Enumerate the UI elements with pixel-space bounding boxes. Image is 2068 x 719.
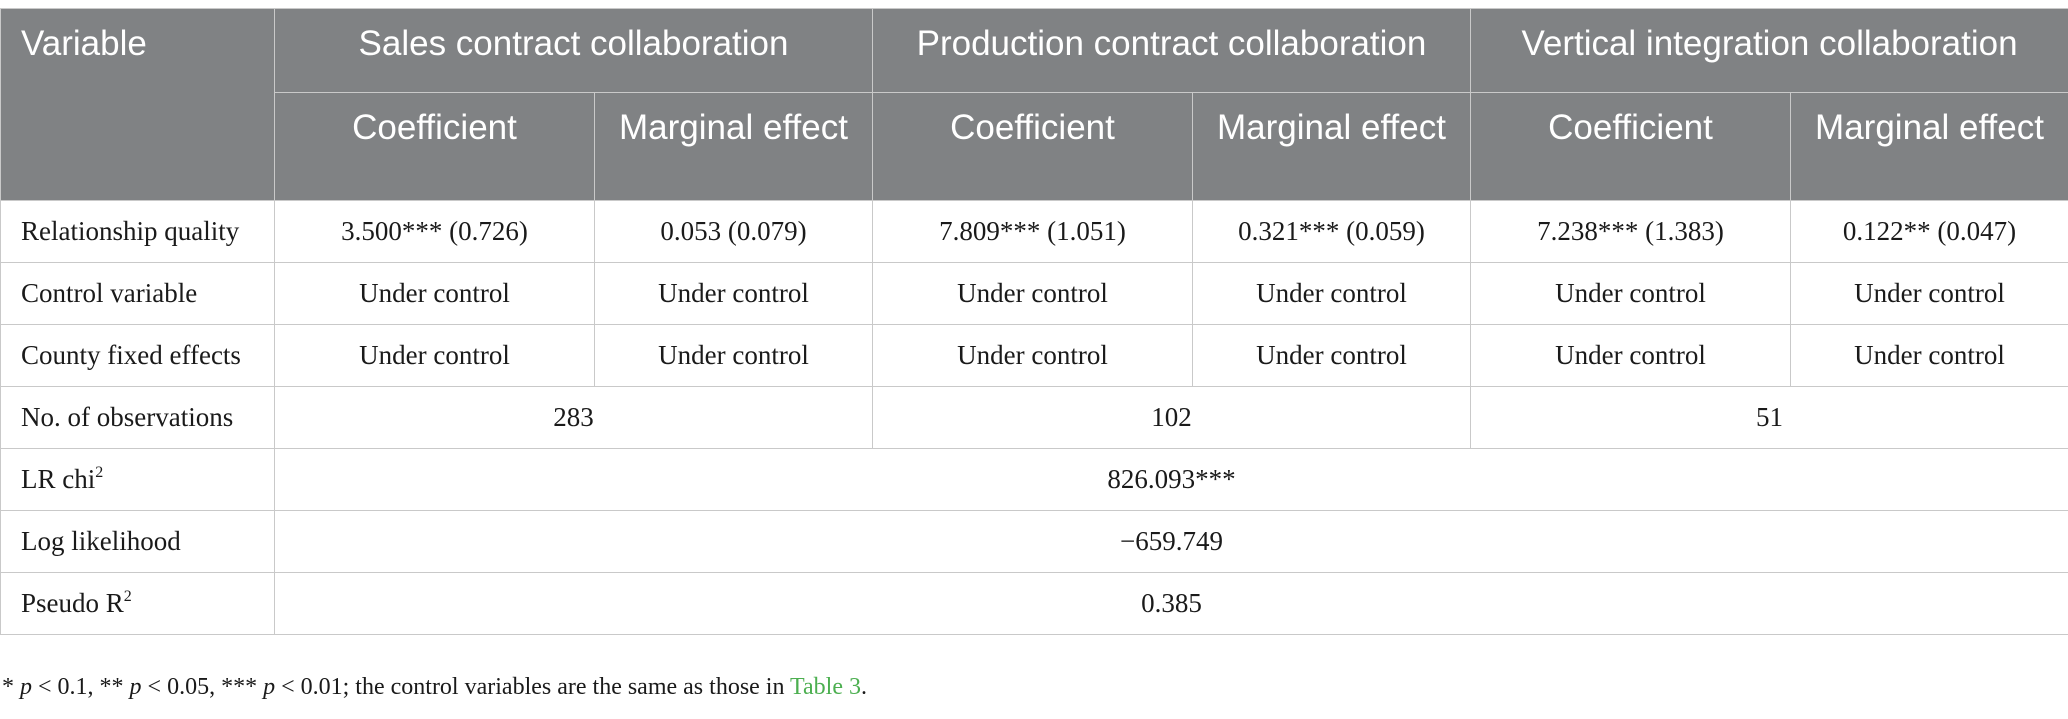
table-cell: Under control [274,324,595,387]
lr-chi-label: LR chi [21,464,96,494]
header-coefficient: Coefficient [274,92,595,201]
row-label-control-variable: Control variable [0,262,275,325]
table-cell: Under control [594,262,873,325]
pseudo-r-label: Pseudo R [21,588,124,618]
log-likelihood-value: −659.749 [273,510,2068,573]
table-cell: Under control [872,262,1193,325]
table-cell: Under control [1789,262,2068,325]
header-marginal-effect: Marginal effect [594,92,873,201]
row-label-pseudo-r2: Pseudo R2 [0,572,275,635]
header-coefficient: Coefficient [872,92,1193,201]
table-cell: Under control [1470,262,1791,325]
row-label-observations: No. of observations [0,386,275,449]
row-label-county-fixed-effects: County fixed effects [0,324,275,387]
lr-chi-sup: 2 [95,464,104,481]
observations-vertical: 51 [1469,386,2068,449]
table-cell: 7.809*** (1.051) [872,200,1193,263]
table-footnote: * p < 0.1, ** p < 0.05, *** p < 0.01; th… [2,674,868,700]
table-cell: Under control [594,324,873,387]
table-row: No. of observations 283 102 51 [0,386,2068,449]
table-cell: Under control [1192,262,1471,325]
table-cell: 0.122** (0.047) [1789,200,2068,263]
table-cell: 7.238*** (1.383) [1470,200,1791,263]
table-3-link[interactable]: Table 3 [790,674,862,700]
pseudo-r2-value: 0.385 [273,572,2068,635]
table-row: LR chi2 826.093*** [0,448,2068,511]
header-marginal-effect: Marginal effect [1789,92,2068,201]
lr-chi-value: 826.093*** [273,448,2068,511]
table-cell: 0.053 (0.079) [594,200,873,263]
results-table: Variable Sales contract collaboration Pr… [0,8,2068,635]
header-marginal-effect: Marginal effect [1192,92,1471,201]
table-cell: 0.321*** (0.059) [1192,200,1471,263]
header-production-contract: Production contract collaboration [872,8,1471,93]
table-cell: Under control [1789,324,2068,387]
row-label-log-likelihood: Log likelihood [0,510,275,573]
row-label-relationship-quality: Relationship quality [0,200,275,263]
table-cell: Under control [872,324,1193,387]
row-label-lr-chi2: LR chi2 [0,448,275,511]
pseudo-r-sup: 2 [123,588,132,605]
table-cell: Under control [1470,324,1791,387]
table-row: Relationship quality 3.500*** (0.726) 0.… [0,200,2068,263]
table-cell: Under control [274,262,595,325]
table-row: Log likelihood −659.749 [0,510,2068,573]
header-vertical-integration: Vertical integration collaboration [1469,8,2068,93]
table-cell: Under control [1192,324,1471,387]
table-row: Control variable Under control Under con… [0,262,2068,325]
table-row: Pseudo R2 0.385 [0,572,2068,635]
header-sales-contract: Sales contract collaboration [274,8,873,93]
observations-sales: 283 [274,386,873,449]
observations-production: 102 [872,386,1471,449]
header-variable: Variable [0,8,275,201]
table-row: County fixed effects Under control Under… [0,324,2068,387]
table-cell: 3.500*** (0.726) [274,200,595,263]
header-coefficient: Coefficient [1470,92,1791,201]
